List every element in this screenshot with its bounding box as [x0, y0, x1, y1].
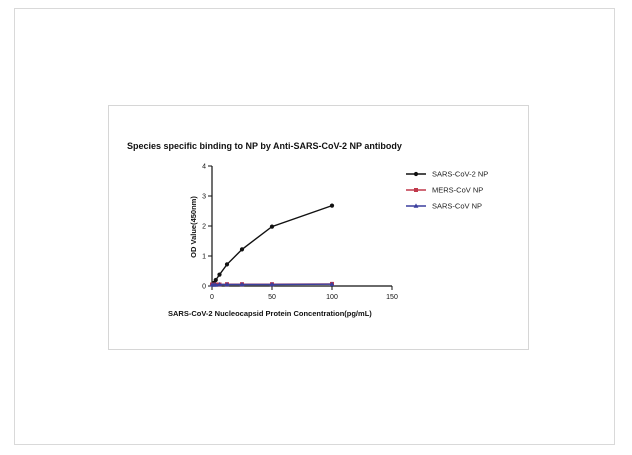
series-line — [211, 204, 333, 286]
data-point — [213, 277, 218, 283]
y-tick-label: 0 — [202, 284, 206, 291]
legend-marker — [413, 203, 419, 208]
data-point — [269, 281, 275, 287]
data-point — [269, 224, 275, 229]
axes: 0 50 100 150 0 1 2 3 4 — [202, 164, 398, 302]
y-tick-label: 4 — [202, 164, 206, 171]
chart-title: Species specific binding to NP by Anti-S… — [127, 141, 402, 151]
x-tick-label: 0 — [210, 294, 214, 301]
legend-label: SARS-CoV NP — [432, 202, 482, 211]
y-tick-label: 2 — [202, 224, 206, 231]
data-point — [239, 281, 245, 287]
data-point — [217, 272, 222, 277]
y-axis-label: OD Value(450nm) — [189, 196, 198, 258]
x-tick-label: 100 — [326, 294, 338, 301]
data-point — [329, 203, 335, 208]
legend-label: SARS-CoV-2 NP — [432, 170, 488, 179]
y-tick-label: 1 — [202, 254, 206, 261]
legend-marker — [414, 188, 418, 192]
data-point — [224, 281, 230, 287]
data-point — [239, 247, 245, 252]
chart-panel — [108, 105, 529, 350]
data-point — [213, 282, 219, 287]
x-tick-label: 50 — [268, 294, 276, 301]
y-tick-label: 3 — [202, 194, 206, 201]
legend-label: MERS-CoV NP — [432, 186, 483, 195]
x-tick-label: 150 — [386, 294, 398, 301]
data-point — [217, 281, 222, 287]
data-point — [224, 262, 230, 267]
series-layer — [209, 203, 335, 287]
legend-marker — [413, 171, 419, 177]
data-point — [329, 281, 335, 286]
x-axis-label: SARS-CoV-2 Nucleocapsid Protein Concentr… — [168, 309, 372, 318]
legend: SARS-CoV-2 NP MERS-CoV NP SARS-CoV NP — [406, 170, 488, 211]
